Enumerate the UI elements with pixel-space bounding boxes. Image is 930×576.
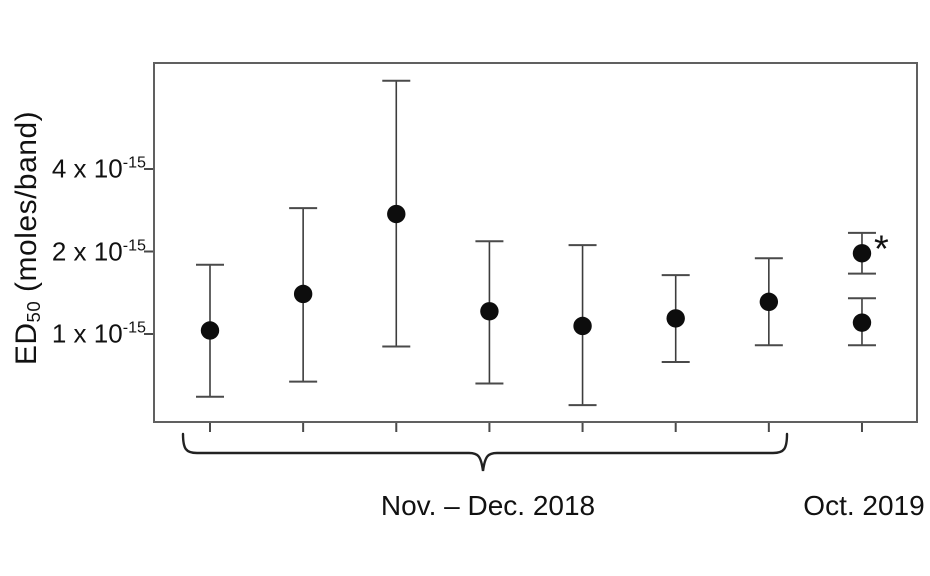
data-point-marker: [200, 321, 220, 340]
y-tick-base: 4 x 10: [51, 153, 123, 184]
significance-asterisk: *: [874, 228, 889, 270]
x-group-label-nov-dec-2018: Nov. – Dec. 2018: [380, 490, 596, 521]
data-point-marker: [480, 302, 499, 321]
y-tick-base: 2 x 10: [51, 236, 123, 266]
data-point-marker: [852, 244, 872, 263]
plot-area: [153, 62, 918, 423]
data-point-marker: [573, 316, 592, 336]
y-tick-exponent: -15: [122, 236, 146, 255]
y-tick-label-1e-15: 1 x 10-15: [52, 319, 146, 350]
data-point-marker: [387, 204, 406, 224]
data-point-marker: [852, 313, 872, 332]
group-brace: [181, 432, 789, 472]
y-tick-exponent: -15: [122, 153, 146, 172]
x-group-label-oct-2019: Oct. 2019: [803, 490, 925, 521]
data-point-marker: [759, 292, 779, 312]
y-tick-label-2e-15: 2 x 10-15: [52, 236, 146, 267]
data-point-marker: [293, 284, 313, 304]
y-tick-exponent: -15: [122, 318, 146, 337]
data-point-marker: [666, 309, 685, 328]
y-tick-label-4e-15: 4 x 10-15: [52, 154, 146, 185]
y-tick-base: 1 x 10: [51, 318, 123, 349]
